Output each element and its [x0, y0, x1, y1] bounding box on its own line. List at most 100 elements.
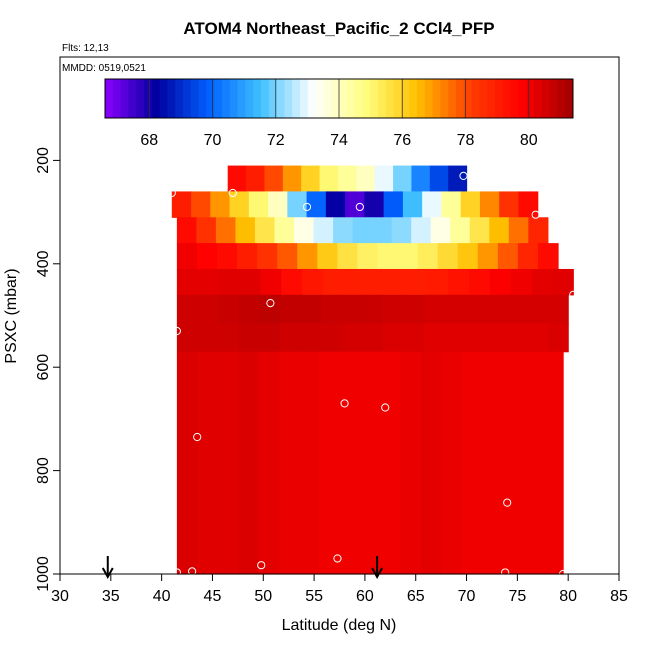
- heatmap-cell: [383, 191, 404, 218]
- heatmap-cell: [469, 217, 490, 244]
- heatmap-cell: [238, 323, 260, 353]
- heatmap-cell: [191, 191, 211, 218]
- heatmap-cell: [197, 268, 220, 296]
- colorbar-swatch: [346, 79, 356, 118]
- x-tick-label: 55: [305, 588, 323, 605]
- heatmap-cell: [417, 243, 439, 270]
- heatmap-cell: [422, 191, 443, 218]
- heatmap-cell: [359, 351, 381, 575]
- flights-annotation: Flts: 12,13: [62, 43, 109, 54]
- heatmap-cell: [424, 323, 446, 353]
- heatmap-cell: [397, 243, 419, 270]
- heatmap-cell: [217, 243, 238, 270]
- down-arrow-icon: [101, 556, 114, 580]
- colorbar-swatch: [222, 79, 231, 118]
- colorbar-swatch: [549, 79, 558, 118]
- colorbar-swatch: [541, 79, 551, 118]
- colorbar-swatch: [151, 79, 161, 118]
- x-tick-label: 35: [102, 588, 120, 605]
- heatmap-cell: [176, 217, 197, 244]
- colorbar-swatch: [112, 79, 122, 118]
- colorbar-tick-label: 72: [267, 132, 285, 149]
- x-axis: 30 35 40 45 50 55 60 65 70 75 80 85: [51, 574, 628, 605]
- heatmap-cell: [301, 165, 321, 193]
- heatmap-cell: [258, 351, 280, 575]
- x-tick-label: 85: [610, 588, 628, 605]
- colorbar-swatch: [354, 79, 363, 118]
- x-axis-label: Latitude (deg N): [282, 617, 397, 634]
- heatmap-cell: [489, 268, 512, 296]
- sample-point: [333, 554, 342, 563]
- colorbar-swatch: [401, 79, 410, 118]
- heatmap-cell: [237, 243, 258, 270]
- heatmap-cell: [406, 268, 428, 296]
- heatmap-cell: [321, 294, 343, 324]
- colorbar-swatch: [198, 79, 207, 118]
- colorbar-swatch: [307, 79, 317, 118]
- heatmap-cell: [229, 191, 250, 218]
- sample-point: [172, 326, 181, 336]
- plot-frame: [59, 56, 620, 575]
- heatmap-cell: [356, 165, 376, 193]
- heatmap-cell: [218, 294, 240, 324]
- heatmap-cell: [254, 217, 276, 244]
- colorbar-swatch: [393, 79, 402, 118]
- colorbar-frame: [104, 78, 574, 119]
- heatmap-cell: [297, 243, 318, 270]
- heatmap-cell: [457, 243, 479, 270]
- heatmap-cell: [364, 268, 387, 296]
- heatmap-cell: [337, 243, 359, 270]
- x-tick-label: 75: [508, 588, 526, 605]
- heatmap-cell: [321, 323, 343, 353]
- heatmap-cell: [374, 165, 394, 193]
- heatmap-cell: [287, 191, 308, 218]
- sample-point: [503, 498, 512, 507]
- date-annotation: MMDD: 0519,0521: [62, 63, 146, 74]
- colorbar-swatch: [479, 79, 488, 118]
- heatmap-cell: [339, 351, 361, 575]
- heatmap-cell: [352, 217, 373, 244]
- heatmap-cell: [420, 351, 442, 575]
- heatmap-cell: [391, 217, 412, 244]
- sample-points: [167, 171, 578, 579]
- heatmap-cell: [485, 323, 507, 353]
- colorbar-tick-label: 70: [204, 132, 222, 149]
- heatmap-cell: [259, 294, 281, 324]
- heatmap-cell: [506, 323, 528, 353]
- heatmap-cell: [380, 351, 402, 575]
- y-tick-label: 600: [35, 354, 52, 381]
- heatmap-cell: [526, 323, 549, 353]
- heatmap-cell: [227, 165, 247, 193]
- colorbar-swatch: [471, 79, 480, 118]
- heatmap-cell: [298, 351, 320, 575]
- heatmap-cell: [411, 165, 431, 193]
- colorbar-tick-label: 80: [520, 132, 538, 149]
- heatmap-cell: [499, 191, 520, 218]
- heatmap-cell: [248, 191, 269, 218]
- y-tick-label: 1000: [35, 556, 52, 592]
- colorbar-swatch: [190, 79, 200, 118]
- heatmap-cell: [333, 217, 354, 244]
- x-tick-label: 65: [407, 588, 425, 605]
- colorbar-swatch: [284, 79, 293, 118]
- heatmap-cell: [197, 323, 219, 353]
- heatmap-cell: [518, 191, 539, 218]
- heatmap-cell: [357, 243, 379, 270]
- sample-point: [531, 210, 540, 219]
- colorbar-swatch: [417, 79, 426, 118]
- heatmap-cell: [306, 191, 327, 218]
- heatmap-cell: [427, 268, 449, 296]
- heatmap-cell: [294, 217, 315, 244]
- colorbar-swatch: [245, 79, 254, 118]
- x-tick-label: 70: [458, 588, 476, 605]
- heatmap-cell: [218, 323, 240, 353]
- heatmap-cell: [382, 323, 405, 353]
- colorbar-swatch: [424, 79, 434, 118]
- heatmap-cell: [497, 243, 519, 270]
- colorbar-swatch: [276, 79, 285, 118]
- heatmap-cell: [260, 268, 282, 296]
- colorbar-swatch: [339, 79, 348, 118]
- heatmap-cell: [479, 191, 500, 218]
- heatmap-cell: [274, 217, 295, 244]
